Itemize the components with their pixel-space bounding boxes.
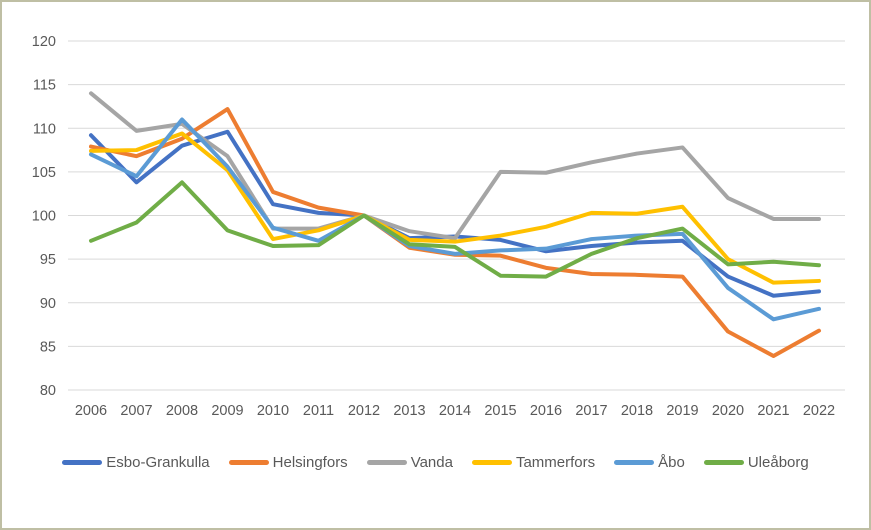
x-tick-label-2009: 2009 — [211, 403, 243, 419]
x-tick-label-2012: 2012 — [348, 403, 380, 419]
legend-item-tammerfors: Tammerfors — [471, 454, 596, 471]
legend-line-swatch-helsingfors — [228, 460, 269, 465]
chart-legend: Esbo-Grankulla Helsingfors Vanda Tammerfors… — [2, 455, 869, 470]
legend-label--bo: Åbo — [658, 454, 685, 471]
x-tick-label-2017: 2017 — [575, 403, 607, 419]
legend-label-tammerfors: Tammerfors — [515, 454, 596, 471]
legend-line-swatch-vanda — [366, 460, 407, 465]
y-tick-label-95: 95 — [40, 252, 56, 268]
series-line-vanda — [89, 91, 821, 241]
x-tick-label-2015: 2015 — [484, 403, 516, 419]
legend-label-vanda: Vanda — [410, 454, 453, 471]
y-tick-label-105: 105 — [32, 165, 56, 181]
x-tick-label-2014: 2014 — [439, 403, 471, 419]
x-axis-labels: 2006 2007 2008 2009 2010 2011 2012 2013 2014 2015… — [75, 403, 835, 419]
gridlines — [68, 40, 845, 391]
series-line--bo — [89, 117, 821, 322]
legend-item-esbo-grankulla: Esbo-Grankulla — [62, 454, 210, 471]
x-tick-label-2006: 2006 — [75, 403, 107, 419]
legend-line-swatch-esbo-grankulla — [62, 460, 103, 465]
x-tick-label-2007: 2007 — [120, 403, 152, 419]
y-tick-label-100: 100 — [32, 209, 56, 225]
legend-line-swatch-tammerfors — [471, 460, 512, 465]
y-tick-label-80: 80 — [40, 383, 56, 399]
x-tick-label-2008: 2008 — [166, 403, 198, 419]
series-line-ule-borg — [89, 180, 821, 279]
x-tick-label-2022: 2022 — [803, 403, 835, 419]
y-tick-label-120: 120 — [32, 34, 56, 50]
legend-item-helsingfors: Helsingfors — [228, 454, 348, 471]
y-tick-label-90: 90 — [40, 296, 56, 312]
legend-item-ule-borg: Uleåborg — [703, 454, 809, 471]
x-tick-label-2019: 2019 — [666, 403, 698, 419]
series-lines — [89, 91, 821, 358]
y-tick-label-110: 110 — [33, 121, 56, 137]
legend-line-swatch--bo — [614, 460, 655, 465]
legend-label-helsingfors: Helsingfors — [272, 454, 348, 471]
x-tick-label-2021: 2021 — [757, 403, 789, 419]
legend-label-esbo-grankulla: Esbo-Grankulla — [106, 454, 210, 471]
legend-line-swatch-ule-borg — [703, 460, 744, 465]
series-line-tammerfors — [89, 131, 821, 285]
x-tick-label-2010: 2010 — [257, 403, 289, 419]
legend-item-vanda: Vanda — [366, 454, 453, 471]
x-tick-label-2016: 2016 — [530, 403, 562, 419]
x-tick-label-2013: 2013 — [393, 403, 425, 419]
legend-item--bo: Åbo — [614, 455, 685, 470]
x-tick-label-2018: 2018 — [621, 403, 653, 419]
x-tick-label-2011: 2011 — [303, 403, 334, 419]
series-line-esbo-grankulla — [89, 129, 821, 298]
y-tick-label-115: 115 — [33, 78, 56, 94]
y-tick-label-85: 85 — [40, 339, 56, 355]
x-tick-label-2020: 2020 — [712, 403, 744, 419]
y-axis-labels: 120 115 110 105 100 95 90 85 80 — [32, 34, 56, 399]
legend-label-ule-borg: Uleåborg — [747, 454, 809, 471]
